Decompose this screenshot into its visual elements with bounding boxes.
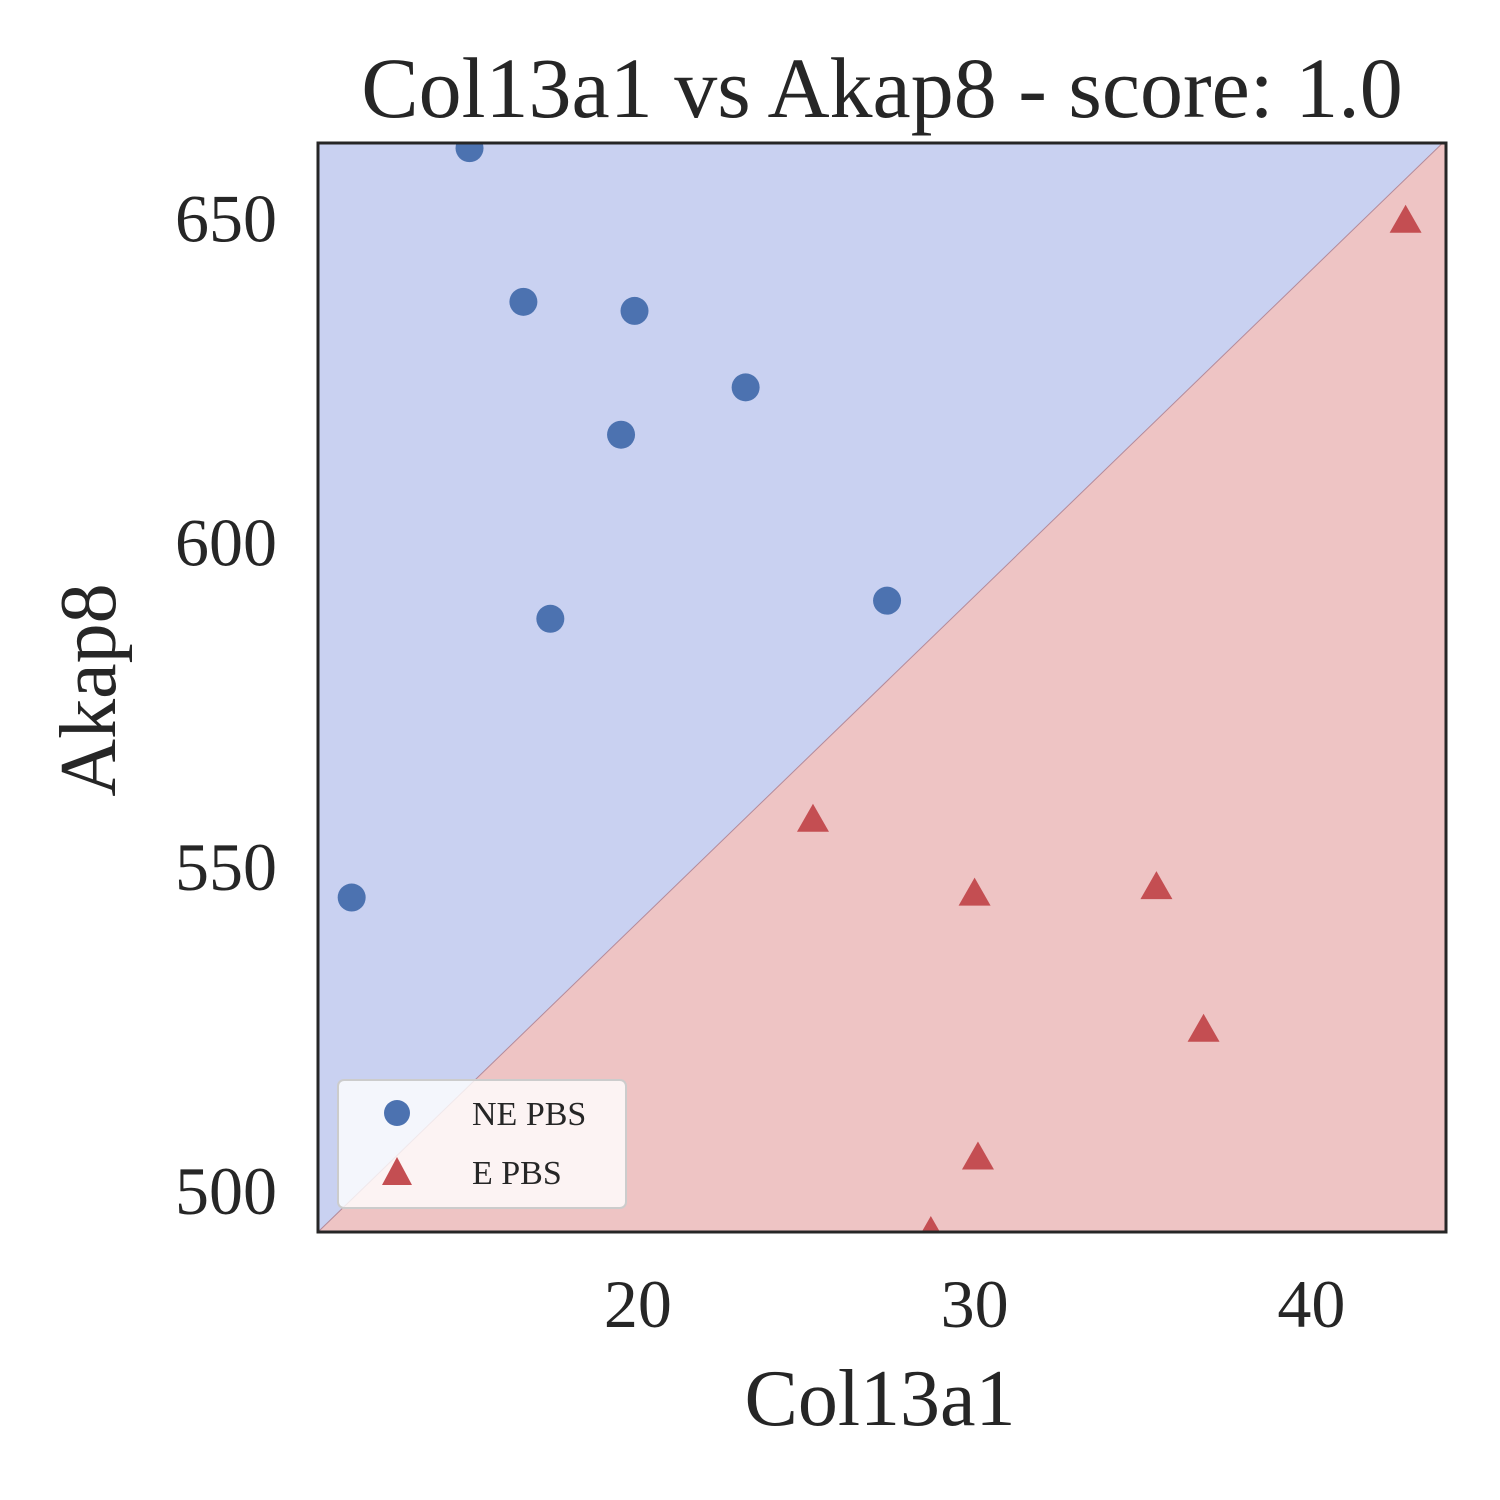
y-tick-label-600: 600 — [175, 505, 277, 581]
x-axis-label: Col13a1 — [744, 1355, 1015, 1443]
legend-marker-ne-pbs — [384, 1100, 410, 1126]
y-tick-label-650: 650 — [175, 181, 277, 257]
point-e-pbs-1 — [796, 803, 829, 832]
plot-area — [318, 143, 1446, 1232]
point-e-pbs-3 — [1140, 871, 1173, 900]
legend-label-ne-pbs: NE PBS — [472, 1096, 586, 1133]
point-e-pbs-4 — [1187, 1013, 1220, 1042]
point-e-pbs-6 — [921, 1216, 940, 1232]
legend-label-e-pbs: E PBS — [472, 1155, 562, 1192]
data-points — [337, 143, 1422, 1232]
decision-boundary-line — [318, 143, 1443, 1232]
y-axis-label: Akap8 — [45, 583, 133, 796]
x-tick-label-40: 40 — [1277, 1266, 1345, 1342]
x-axis-ticks: 20 30 40 — [604, 1266, 1345, 1342]
point-e-pbs-5 — [961, 1141, 994, 1170]
point-ne-pbs-4 — [607, 420, 636, 449]
point-e-pbs-0 — [1389, 204, 1422, 233]
point-ne-pbs-2 — [620, 296, 649, 325]
point-ne-pbs-6 — [536, 604, 565, 633]
legend: NE PBS E PBS — [337, 1079, 627, 1209]
x-tick-label-30: 30 — [941, 1266, 1009, 1342]
point-ne-pbs-5 — [873, 586, 902, 615]
x-tick-label-20: 20 — [604, 1266, 672, 1342]
point-ne-pbs-1 — [509, 287, 538, 316]
legend-marker-e-pbs — [382, 1157, 412, 1185]
plot-frame — [316, 141, 1448, 1234]
chart-title: Col13a1 vs Akap8 - score: 1.0 — [361, 40, 1402, 136]
point-e-pbs-2 — [958, 877, 991, 906]
decision-region-e — [318, 143, 1446, 1232]
y-tick-label-500: 500 — [175, 1153, 277, 1229]
legend-box — [337, 1079, 627, 1209]
point-ne-pbs-7 — [337, 883, 366, 912]
point-ne-pbs-0 — [455, 143, 484, 163]
point-ne-pbs-3 — [731, 373, 760, 402]
y-tick-label-550: 550 — [175, 829, 277, 905]
y-axis-ticks: 500 550 600 650 — [175, 181, 277, 1229]
